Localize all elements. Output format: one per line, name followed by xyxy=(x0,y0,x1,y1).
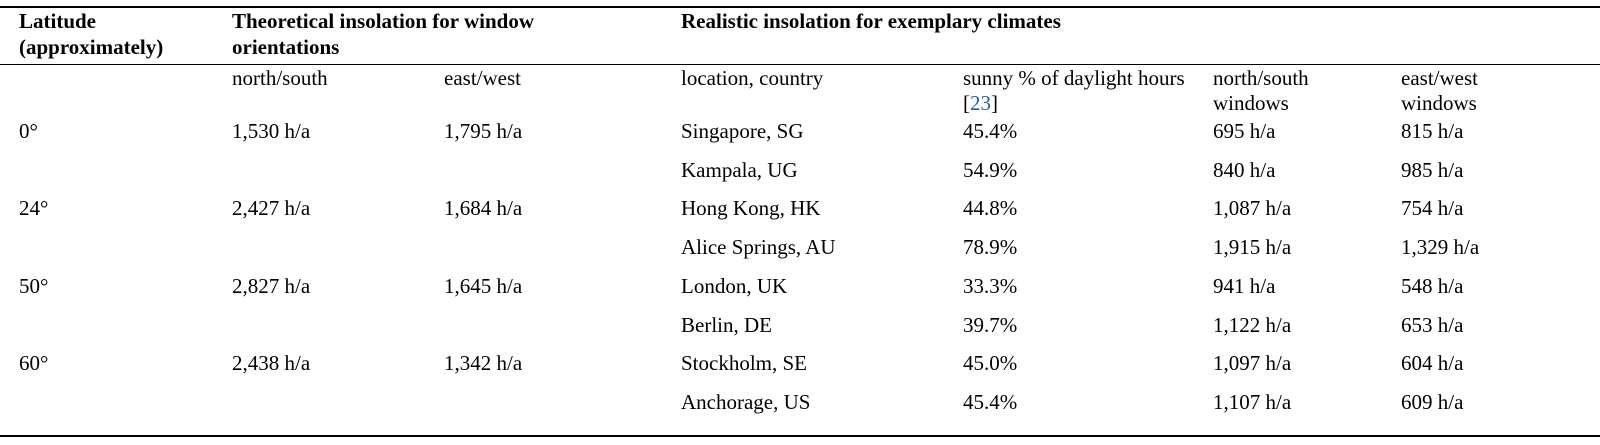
cell-theoretical-north-south: 2,827 h/a xyxy=(232,274,311,298)
cell-latitude: 0° xyxy=(19,119,38,143)
cell-real-north-south: 695 h/a xyxy=(1213,119,1276,143)
subheader-theoretical-north-south: north/south xyxy=(232,66,328,90)
table-bottom-rule xyxy=(0,435,1600,437)
citation-link[interactable]: 23 xyxy=(970,91,991,115)
subheader-theoretical-east-west: east/west xyxy=(444,66,521,90)
subheader-ns-windows-line2: windows xyxy=(1213,91,1289,115)
cell-real-north-south: 1,122 h/a xyxy=(1213,313,1292,337)
cell-latitude: 50° xyxy=(19,274,49,298)
header-realistic: Realistic insolation for exemplary clima… xyxy=(681,9,1061,33)
cell-real-east-west: 815 h/a xyxy=(1401,119,1464,143)
subheader-ew-windows-line1: east/west xyxy=(1401,66,1478,90)
cell-sunny-pct: 33.3% xyxy=(963,274,1018,298)
cell-sunny-pct: 45.4% xyxy=(963,390,1018,414)
cell-theoretical-east-west: 1,684 h/a xyxy=(444,196,523,220)
table-header-rule xyxy=(0,64,1600,65)
cell-sunny-pct: 45.4% xyxy=(963,119,1018,143)
cell-real-east-west: 754 h/a xyxy=(1401,196,1464,220)
subheader-ew-windows-line2: windows xyxy=(1401,91,1477,115)
header-theoretical-line2: orientations xyxy=(232,35,340,59)
table-top-rule xyxy=(0,6,1600,8)
cell-real-east-west: 548 h/a xyxy=(1401,274,1464,298)
cell-location: Alice Springs, AU xyxy=(681,235,836,259)
subheader-location: location, country xyxy=(681,66,824,90)
cell-theoretical-north-south: 2,427 h/a xyxy=(232,196,311,220)
subheader-ns-windows-line1: north/south xyxy=(1213,66,1309,90)
cell-real-east-west: 604 h/a xyxy=(1401,351,1464,375)
cell-real-east-west: 985 h/a xyxy=(1401,158,1464,182)
subheader-sunny-pct-citation: [23] xyxy=(963,91,998,115)
cell-sunny-pct: 78.9% xyxy=(963,235,1018,259)
cell-theoretical-east-west: 1,645 h/a xyxy=(444,274,523,298)
cell-theoretical-north-south: 2,438 h/a xyxy=(232,351,311,375)
cell-location: Anchorage, US xyxy=(681,390,811,414)
cell-real-north-south: 840 h/a xyxy=(1213,158,1276,182)
header-latitude-line1: Latitude xyxy=(19,9,97,33)
cell-sunny-pct: 44.8% xyxy=(963,196,1018,220)
cell-real-north-south: 1,915 h/a xyxy=(1213,235,1292,259)
cell-location: Stockholm, SE xyxy=(681,351,808,375)
cell-real-north-south: 1,097 h/a xyxy=(1213,351,1292,375)
cell-latitude: 24° xyxy=(19,196,49,220)
cell-theoretical-east-west: 1,342 h/a xyxy=(444,351,523,375)
header-theoretical-line1: Theoretical insolation for window xyxy=(232,9,534,33)
cell-real-east-west: 609 h/a xyxy=(1401,390,1464,414)
cell-sunny-pct: 45.0% xyxy=(963,351,1018,375)
cell-real-north-south: 1,107 h/a xyxy=(1213,390,1292,414)
cell-real-east-west: 1,329 h/a xyxy=(1401,235,1480,259)
header-latitude-line2: (approximately) xyxy=(19,35,164,59)
cell-theoretical-north-south: 1,530 h/a xyxy=(232,119,311,143)
cell-location: Hong Kong, HK xyxy=(681,196,821,220)
cell-location: Kampala, UG xyxy=(681,158,798,182)
cell-real-east-west: 653 h/a xyxy=(1401,313,1464,337)
cell-location: London, UK xyxy=(681,274,788,298)
cell-sunny-pct: 39.7% xyxy=(963,313,1018,337)
cell-location: Berlin, DE xyxy=(681,313,772,337)
subheader-sunny-pct: sunny % of daylight hours xyxy=(963,66,1185,90)
cell-location: Singapore, SG xyxy=(681,119,804,143)
cell-real-north-south: 941 h/a xyxy=(1213,274,1276,298)
cell-sunny-pct: 54.9% xyxy=(963,158,1018,182)
cell-real-north-south: 1,087 h/a xyxy=(1213,196,1292,220)
cell-theoretical-east-west: 1,795 h/a xyxy=(444,119,523,143)
cell-latitude: 60° xyxy=(19,351,49,375)
